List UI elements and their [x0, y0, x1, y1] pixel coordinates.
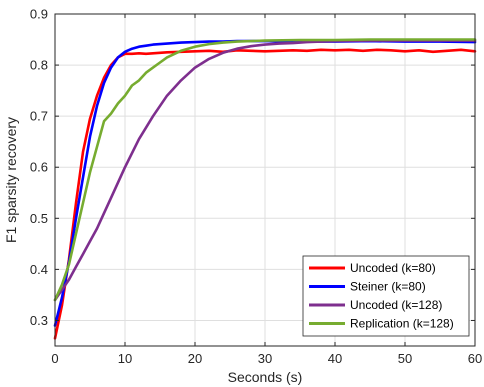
y-tick-label: 0.5 [30, 211, 48, 226]
y-tick-label: 0.8 [30, 58, 48, 73]
legend-label-2: Steiner (k=80) [350, 280, 426, 294]
x-tick-label: 10 [118, 351, 132, 366]
x-tick-label: 50 [398, 351, 412, 366]
y-tick-label: 0.6 [30, 160, 48, 175]
y-tick-label: 0.9 [30, 7, 48, 22]
tick-marks [54, 13, 476, 346]
x-tick-label: 0 [51, 351, 58, 366]
y-tick-label: 0.4 [30, 262, 48, 277]
legend: Uncoded (k=80) Steiner (k=80) Uncoded (k=1… [302, 255, 470, 337]
legend-label-3: Uncoded (k=128) [350, 298, 442, 312]
x-tick-label: 60 [468, 351, 482, 366]
x-tick-label: 40 [328, 351, 342, 366]
legend-label-4: Replication (k=128) [350, 317, 454, 331]
series-line-4 [53, 38, 477, 302]
series-group [53, 38, 477, 340]
legend-label-1: Uncoded (k=80) [350, 261, 436, 275]
y-tick-labels: 0.3 0.4 0.5 0.6 0.7 0.8 0.9 [30, 7, 48, 328]
y-axis-label: F1 sparsity recovery [3, 117, 19, 243]
series-line-1 [53, 48, 477, 340]
x-axis-label: Seconds (s) [228, 369, 303, 385]
series-line-3 [53, 39, 477, 302]
x-tick-labels: 0 10 20 30 40 50 60 [51, 351, 482, 366]
x-tick-label: 30 [258, 351, 272, 366]
x-tick-label: 20 [188, 351, 202, 366]
y-tick-label: 0.7 [30, 109, 48, 124]
y-tick-label: 0.3 [30, 313, 48, 328]
